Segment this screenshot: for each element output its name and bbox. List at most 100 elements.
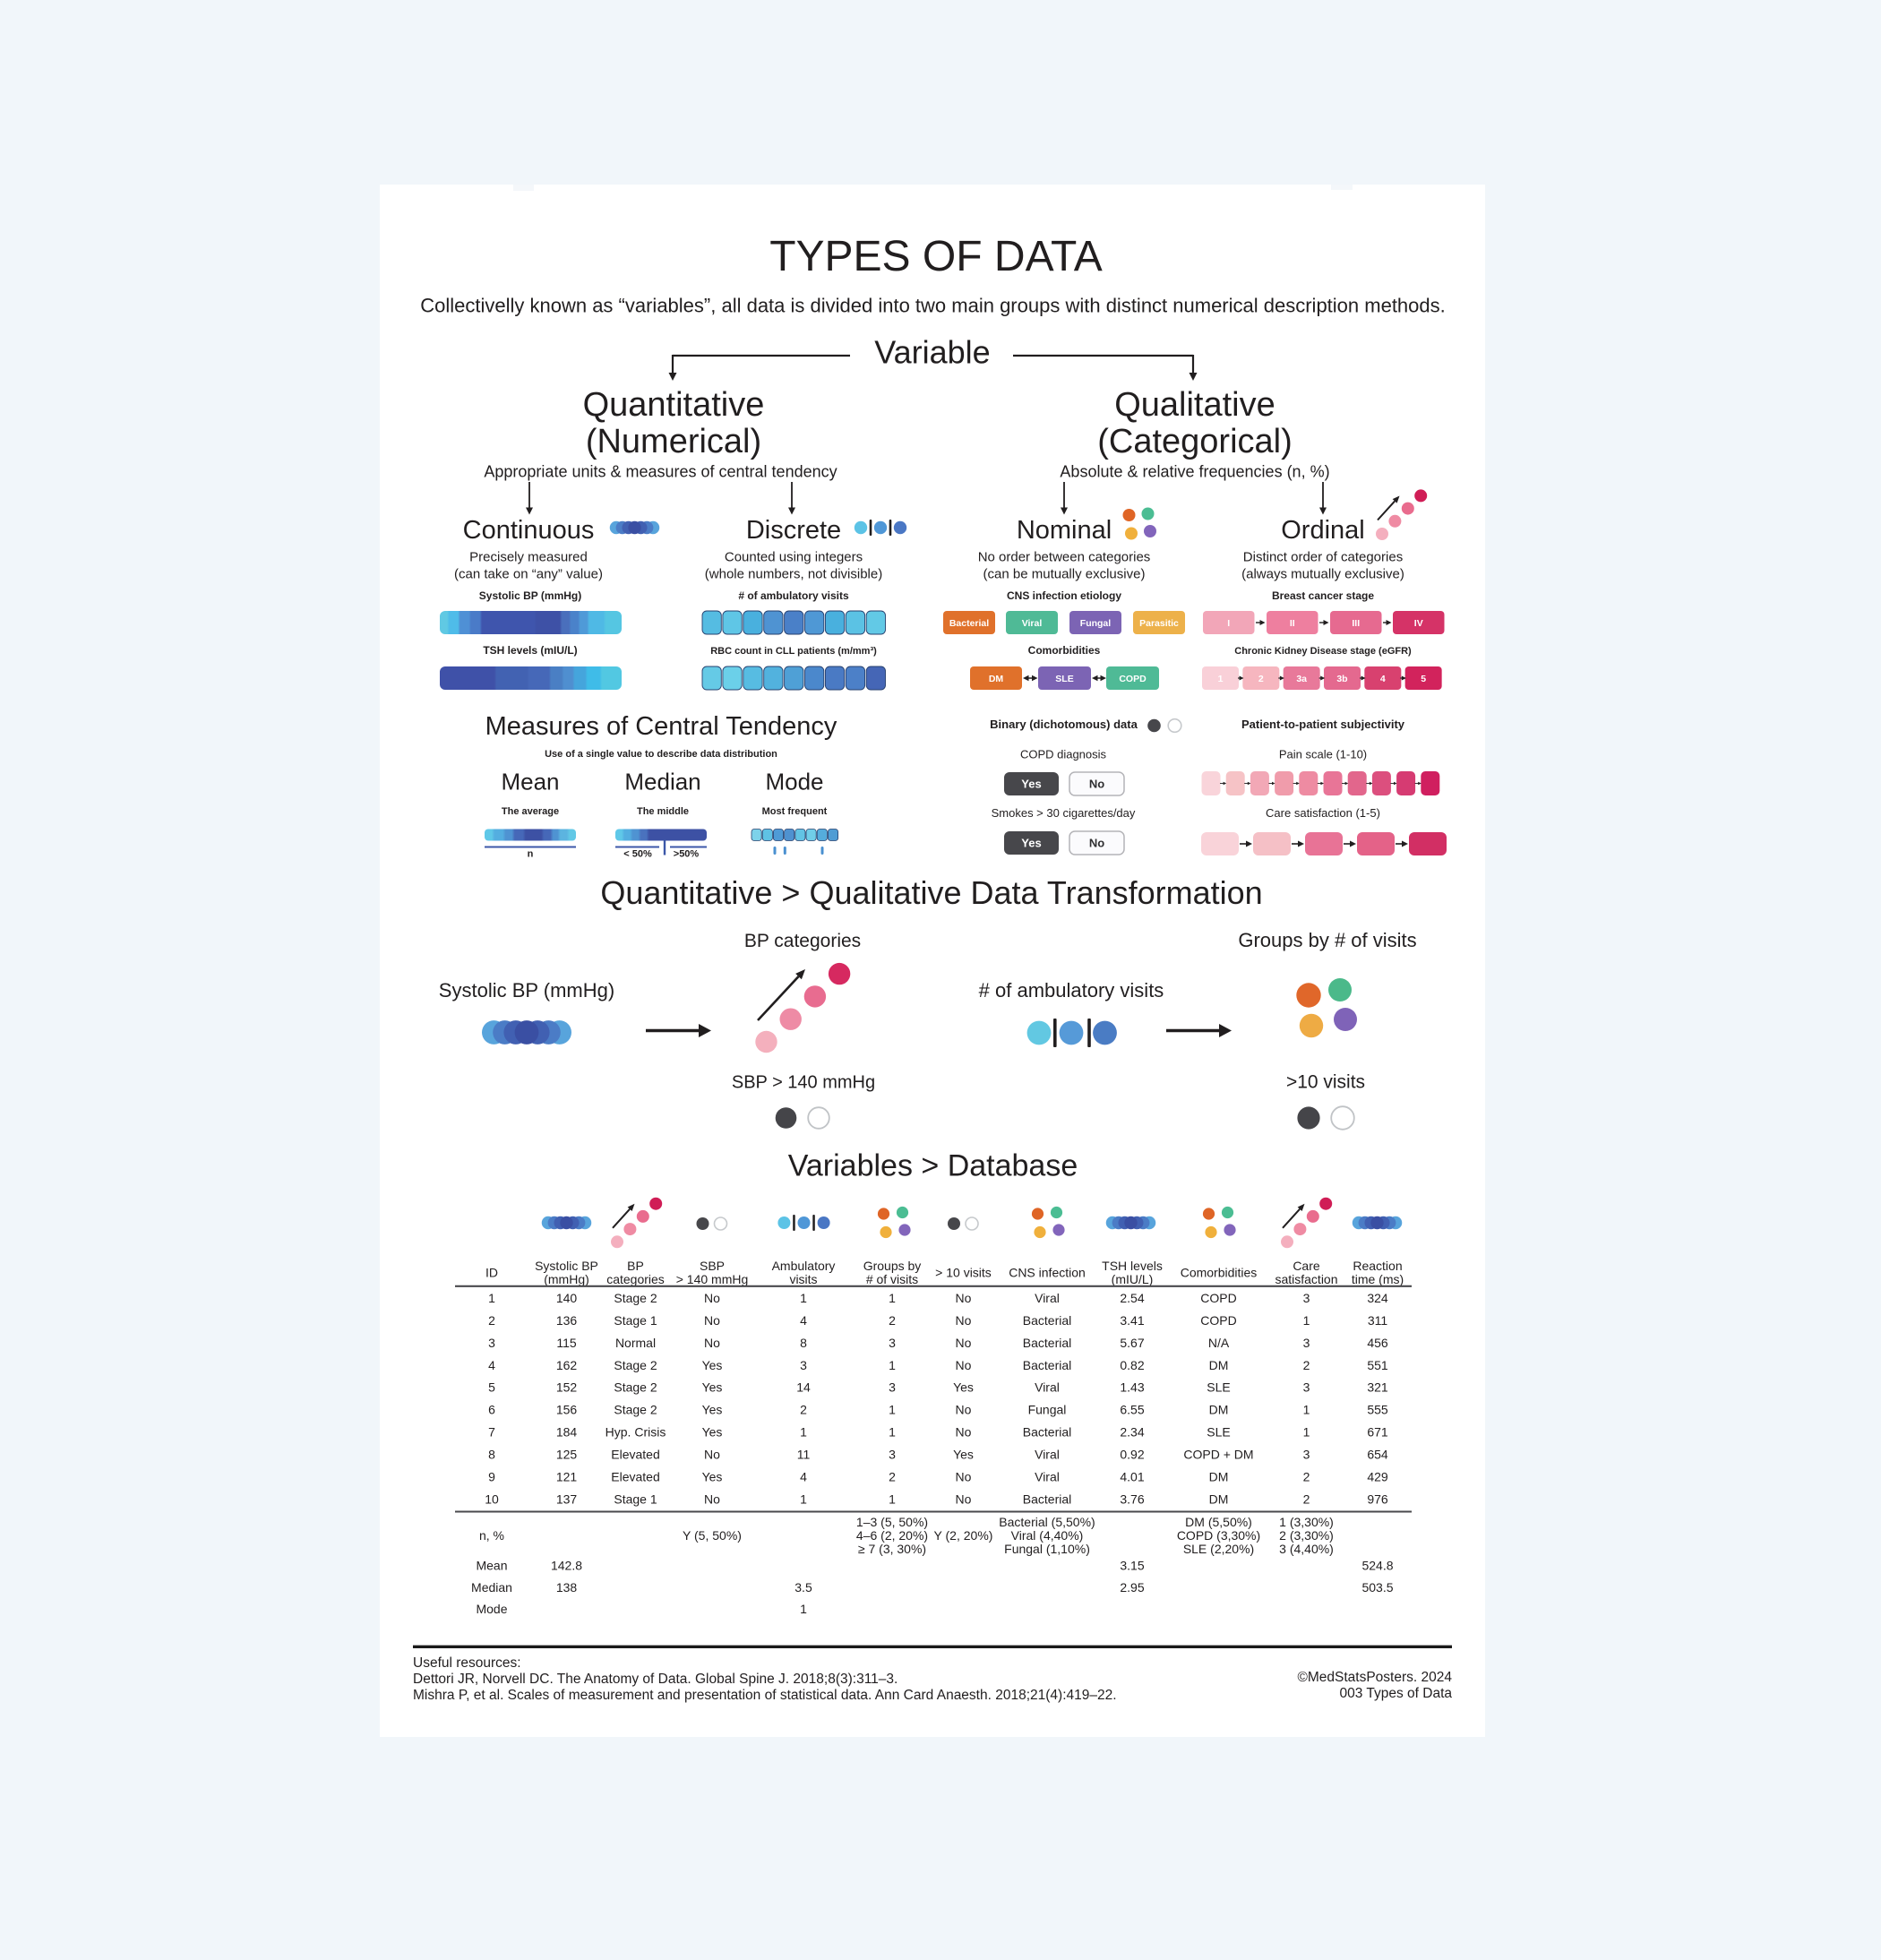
svg-text:976: 976 bbox=[1367, 1491, 1388, 1506]
svg-text:No: No bbox=[704, 1448, 720, 1462]
svg-text:5: 5 bbox=[488, 1380, 495, 1395]
svg-text:DM: DM bbox=[1209, 1358, 1229, 1372]
svg-text:Yes: Yes bbox=[702, 1403, 723, 1417]
svg-text:Variables > Database: Variables > Database bbox=[788, 1148, 1078, 1182]
svg-text:3: 3 bbox=[1303, 1291, 1310, 1305]
svg-text:003 Types of Data: 003 Types of Data bbox=[1339, 1686, 1452, 1701]
svg-text:Stage 2: Stage 2 bbox=[614, 1358, 657, 1372]
svg-text:Ambulatory: Ambulatory bbox=[772, 1259, 836, 1273]
svg-text:(mmHg): (mmHg) bbox=[544, 1272, 589, 1286]
svg-text:COPD (3,30%): COPD (3,30%) bbox=[1177, 1528, 1260, 1543]
svg-text:Binary (dichotomous) data: Binary (dichotomous) data bbox=[990, 718, 1138, 731]
svg-text:Viral: Viral bbox=[1035, 1291, 1060, 1305]
svg-text:3: 3 bbox=[889, 1380, 896, 1395]
svg-text:No order between categories: No order between categories bbox=[978, 550, 1151, 565]
svg-text:Ordinal: Ordinal bbox=[1281, 516, 1365, 545]
svg-text:CNS infection: CNS infection bbox=[1009, 1266, 1086, 1280]
svg-text:Quantitative > Qualitative Dat: Quantitative > Qualitative Data Transfor… bbox=[600, 874, 1262, 911]
svg-text:1: 1 bbox=[1303, 1313, 1310, 1328]
svg-text:456: 456 bbox=[1367, 1336, 1388, 1350]
svg-text:Bacterial: Bacterial bbox=[1023, 1425, 1071, 1440]
svg-text:Viral: Viral bbox=[1035, 1469, 1060, 1483]
svg-text:Continuous: Continuous bbox=[463, 516, 595, 545]
svg-text:(can take on “any” value): (can take on “any” value) bbox=[454, 567, 603, 582]
svg-text:Useful resources:: Useful resources: bbox=[413, 1655, 521, 1671]
svg-text:No: No bbox=[956, 1336, 972, 1350]
svg-text:Yes: Yes bbox=[1021, 837, 1041, 850]
svg-text:Bacterial: Bacterial bbox=[1023, 1336, 1071, 1350]
svg-text:Y (5, 50%): Y (5, 50%) bbox=[683, 1528, 742, 1543]
svg-text:Stage 2: Stage 2 bbox=[614, 1380, 657, 1395]
svg-text:Viral: Viral bbox=[1035, 1448, 1060, 1462]
svg-text:4: 4 bbox=[800, 1469, 807, 1483]
svg-text:3: 3 bbox=[1303, 1380, 1310, 1395]
svg-text:Distinct order of categories: Distinct order of categories bbox=[1243, 550, 1403, 565]
svg-text:Qualitative: Qualitative bbox=[1114, 386, 1275, 424]
svg-text:125: 125 bbox=[556, 1448, 578, 1462]
svg-text:categories: categories bbox=[606, 1272, 665, 1286]
svg-text:The average: The average bbox=[502, 806, 559, 817]
svg-text:1: 1 bbox=[889, 1491, 896, 1506]
svg-text:1–3 (5, 50%): 1–3 (5, 50%) bbox=[856, 1515, 928, 1529]
svg-text:No: No bbox=[956, 1358, 972, 1372]
svg-text:9: 9 bbox=[488, 1469, 495, 1483]
svg-text:BP: BP bbox=[627, 1259, 644, 1273]
svg-text:# of ambulatory visits: # of ambulatory visits bbox=[738, 589, 849, 602]
svg-text:(always mutually exclusive): (always mutually exclusive) bbox=[1241, 567, 1404, 582]
svg-text:156: 156 bbox=[556, 1403, 578, 1417]
svg-text:2: 2 bbox=[800, 1403, 807, 1417]
svg-text:No: No bbox=[704, 1336, 720, 1350]
svg-text:Dettori JR, Norvell DC. The An: Dettori JR, Norvell DC. The Anatomy of D… bbox=[413, 1672, 898, 1687]
svg-text:6.55: 6.55 bbox=[1120, 1403, 1144, 1417]
svg-text:1: 1 bbox=[800, 1602, 807, 1616]
svg-text:3.5: 3.5 bbox=[794, 1580, 812, 1595]
svg-text:# of ambulatory visits: # of ambulatory visits bbox=[979, 979, 1164, 1001]
svg-text:TYPES OF DATA: TYPES OF DATA bbox=[769, 233, 1103, 280]
svg-text:3a: 3a bbox=[1296, 674, 1307, 684]
svg-text:Reaction: Reaction bbox=[1353, 1259, 1402, 1273]
svg-text:Median: Median bbox=[624, 769, 700, 795]
svg-text:Groups by: Groups by bbox=[863, 1259, 922, 1273]
svg-text:555: 555 bbox=[1367, 1403, 1388, 1417]
svg-text:Comorbidities: Comorbidities bbox=[1028, 644, 1101, 657]
svg-text:Absolute & relative frequencie: Absolute & relative frequencies (n, %) bbox=[1060, 462, 1329, 480]
svg-text:DM: DM bbox=[1209, 1491, 1229, 1506]
svg-text:2: 2 bbox=[889, 1469, 896, 1483]
svg-text:< 50%: < 50% bbox=[623, 848, 652, 859]
svg-text:Yes: Yes bbox=[702, 1469, 723, 1483]
svg-text:Measures of Central Tendency: Measures of Central Tendency bbox=[485, 712, 837, 741]
svg-text:DM: DM bbox=[1209, 1403, 1229, 1417]
svg-text:Counted using integers: Counted using integers bbox=[725, 550, 863, 565]
svg-text:1: 1 bbox=[800, 1291, 807, 1305]
svg-text:142.8: 142.8 bbox=[551, 1559, 582, 1573]
svg-text:SLE: SLE bbox=[1207, 1380, 1230, 1395]
svg-text:1: 1 bbox=[889, 1425, 896, 1440]
svg-text:8: 8 bbox=[488, 1448, 495, 1462]
svg-text:3.15: 3.15 bbox=[1120, 1559, 1144, 1573]
svg-text:4: 4 bbox=[1380, 674, 1386, 684]
svg-text:1: 1 bbox=[800, 1491, 807, 1506]
svg-text:Care satisfaction (1-5): Care satisfaction (1-5) bbox=[1266, 806, 1380, 820]
svg-text:No: No bbox=[1089, 778, 1104, 791]
svg-text:671: 671 bbox=[1367, 1425, 1388, 1440]
svg-text:No: No bbox=[956, 1469, 972, 1483]
svg-text:N/A: N/A bbox=[1208, 1336, 1230, 1350]
svg-text:2.95: 2.95 bbox=[1120, 1580, 1144, 1595]
svg-text:IV: IV bbox=[1414, 618, 1423, 629]
svg-text:3: 3 bbox=[1303, 1336, 1310, 1350]
svg-text:1: 1 bbox=[889, 1358, 896, 1372]
svg-text:Nominal: Nominal bbox=[1017, 516, 1112, 545]
svg-text:1: 1 bbox=[1303, 1403, 1310, 1417]
svg-text:SBP > 140 mmHg: SBP > 140 mmHg bbox=[732, 1073, 875, 1093]
svg-text:Yes: Yes bbox=[702, 1358, 723, 1372]
svg-text:(mIU/L): (mIU/L) bbox=[1112, 1272, 1154, 1286]
svg-text:I: I bbox=[1227, 618, 1230, 629]
svg-text:3: 3 bbox=[488, 1336, 495, 1350]
svg-text:Systolic BP (mmHg): Systolic BP (mmHg) bbox=[439, 979, 614, 1001]
svg-text:Smokes > 30 cigarettes/day: Smokes > 30 cigarettes/day bbox=[992, 806, 1136, 820]
svg-text:4: 4 bbox=[800, 1313, 807, 1328]
svg-text:311: 311 bbox=[1368, 1313, 1388, 1328]
svg-text:1: 1 bbox=[488, 1291, 495, 1305]
svg-text:Mishra P, et al. Scales of mea: Mishra P, et al. Scales of measurement a… bbox=[413, 1688, 1117, 1703]
svg-text:Mode: Mode bbox=[765, 769, 823, 795]
